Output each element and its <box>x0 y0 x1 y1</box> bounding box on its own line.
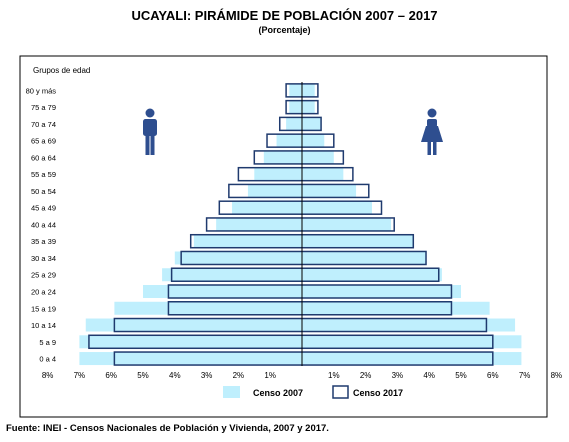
x-tick-label: 5% <box>455 371 467 380</box>
bar-2007-70-a-74 <box>286 117 322 131</box>
age-label-10-a-14: 10 a 14 <box>31 321 56 330</box>
bar-2017-70-a-74 <box>278 116 322 132</box>
x-tick-label: 6% <box>105 371 117 380</box>
chart-frame <box>19 55 548 418</box>
legend: Censo 2007 Censo 2017 <box>223 385 403 399</box>
bar-2017-0-a-4 <box>113 351 494 366</box>
bar-2017-45-a-49 <box>218 200 383 215</box>
bar-2007-65-a-69 <box>276 134 325 148</box>
chart-subtitle: (Porcentaje) <box>258 25 311 35</box>
bar-2017-65-a-69 <box>266 133 335 148</box>
x-axis-tick-labels: 8% 7% 6% 5% 4% 3% 2% 1% 1% 2% 3% 4% 5% 6% 7% 8% <box>42 371 562 380</box>
x-tick-label: 1% <box>328 371 340 380</box>
x-tick-label: 3% <box>392 371 404 380</box>
age-label-30-a-34: 30 a 34 <box>31 254 56 263</box>
age-label-5-a-9: 5 a 9 <box>39 338 56 347</box>
bar-2017-40-a-44 <box>205 217 395 232</box>
bar-2007-5-a-9 <box>79 335 522 349</box>
age-label-20-a-24: 20 a 24 <box>31 288 56 297</box>
legend-swatch-censo-2017 <box>332 385 349 399</box>
y-axis-title: Grupos de edad <box>33 66 90 75</box>
source-note: Fuente: INEI - Censos Nacionales de Pobl… <box>6 423 329 434</box>
bar-2007-40-a-44 <box>216 217 392 231</box>
x-tick-label: 7% <box>74 371 86 380</box>
male-person-icon <box>143 108 157 155</box>
bar-2007-30-a-34 <box>174 251 427 265</box>
bar-2017-20-a-24 <box>167 284 453 299</box>
age-label-35-a-39: 35 a 39 <box>31 237 56 246</box>
x-tick-label: 3% <box>201 371 213 380</box>
age-label-45-a-49: 45 a 49 <box>31 204 56 213</box>
bar-2017-10-a-14 <box>113 317 488 333</box>
x-tick-label: 2% <box>233 371 245 380</box>
bar-2017-30-a-34 <box>180 250 427 266</box>
age-label-65-a-69: 65 a 69 <box>31 137 56 146</box>
x-tick-label: 6% <box>487 371 499 380</box>
age-label-0-a-4: 0 a 4 <box>39 355 56 364</box>
age-label-80-y-más: 80 y más <box>26 86 57 95</box>
bar-2017-60-a-64 <box>253 150 345 165</box>
age-label-60-a-64: 60 a 64 <box>31 153 56 162</box>
x-tick-label: 5% <box>137 371 149 380</box>
x-tick-label: 7% <box>519 371 531 380</box>
age-label-40-a-44: 40 a 44 <box>31 220 56 229</box>
female-person-icon <box>421 108 443 155</box>
bar-2007-55-a-59 <box>254 167 344 181</box>
age-label-70-a-74: 70 a 74 <box>31 120 56 129</box>
chart-title: UCAYALI: PIRÁMIDE DE POBLACIÓN 2007 – 20… <box>131 8 438 23</box>
bar-2017-25-a-29 <box>170 267 440 282</box>
bar-2007-60-a-64 <box>263 150 334 164</box>
age-label-50-a-54: 50 a 54 <box>31 187 56 196</box>
bar-2017-15-a-19 <box>167 301 453 316</box>
x-tick-label: 2% <box>360 371 372 380</box>
age-label-55-a-59: 55 a 59 <box>31 170 56 179</box>
legend-swatch-censo-2007 <box>223 386 240 398</box>
x-tick-label: 8% <box>42 371 54 380</box>
bar-2007-10-a-14 <box>85 318 516 332</box>
age-label-75-a-79: 75 a 79 <box>31 103 56 112</box>
age-group-labels: 80 y más 75 a 79 70 a 74 65 a 69 60 a 64 55 a… <box>26 86 57 363</box>
bar-2007-0-a-4 <box>79 352 522 366</box>
x-tick-label: 1% <box>264 371 276 380</box>
age-label-25-a-29: 25 a 29 <box>31 271 56 280</box>
bar-2017-55-a-59 <box>237 166 354 182</box>
bar-2007-35-a-39 <box>193 234 414 248</box>
age-label-15-a-19: 15 a 19 <box>31 304 56 313</box>
legend-label-censo-2017: Censo 2017 <box>353 388 403 398</box>
legend-label-censo-2007: Censo 2007 <box>253 388 303 398</box>
x-tick-label: 8% <box>551 371 563 380</box>
x-tick-label: 4% <box>423 371 435 380</box>
bar-2017-5-a-9 <box>88 334 494 350</box>
x-tick-label: 4% <box>169 371 181 380</box>
bar-2017-50-a-54 <box>228 183 370 199</box>
